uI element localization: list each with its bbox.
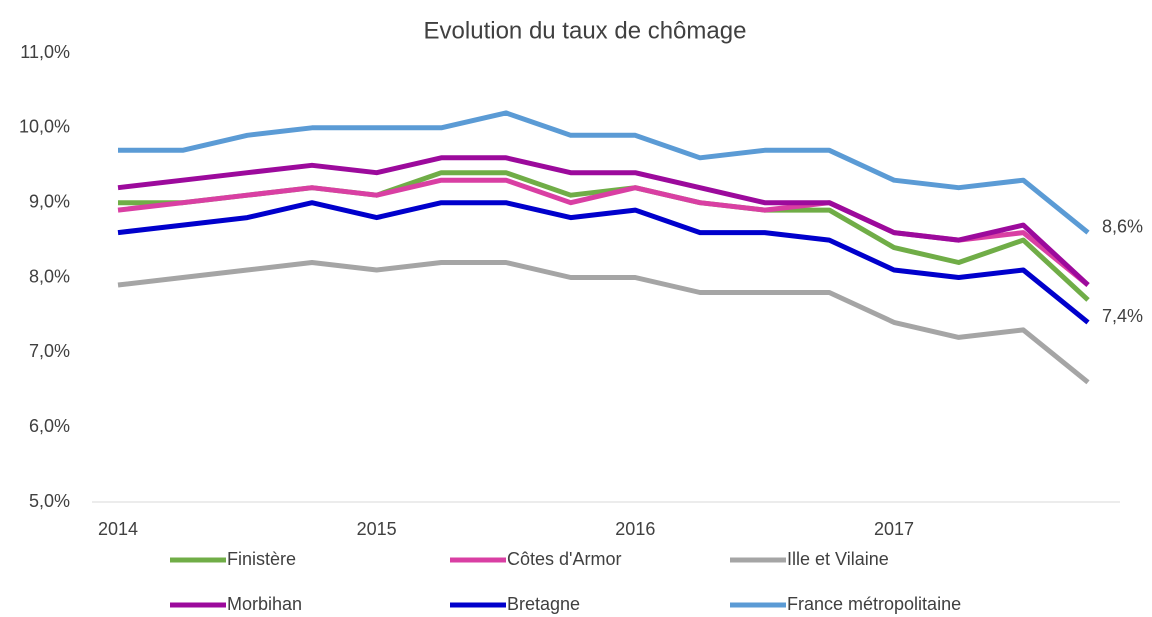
y-tick-label: 9,0% [29,191,70,211]
x-tick-label: 2015 [357,519,397,539]
data-label: 7,4% [1102,306,1143,326]
data-label: 8,6% [1102,216,1143,236]
legend-label: Bretagne [507,594,580,614]
y-tick-label: 5,0% [29,491,70,511]
legend-label: Morbihan [227,594,302,614]
x-tick-label: 2017 [874,519,914,539]
series-line [117,260,1090,385]
y-tick-label: 6,0% [29,416,70,436]
series-line [117,155,1090,287]
series-line [118,110,1090,235]
legend-label: France métropolitaine [787,594,961,614]
legend-label: Côtes d'Armor [507,549,621,569]
chart-title: Evolution du taux de chômage [424,17,747,44]
y-tick-label: 7,0% [29,341,70,361]
series-line [117,200,1090,325]
y-tick-label: 11,0% [20,42,70,62]
y-tick-label: 8,0% [29,266,70,286]
y-tick-label: 10,0% [19,117,70,137]
legend-label: Ille et Vilaine [787,549,889,569]
legend-label: Finistère [227,549,296,569]
x-tick-label: 2014 [98,519,138,539]
x-tick-label: 2016 [615,519,655,539]
